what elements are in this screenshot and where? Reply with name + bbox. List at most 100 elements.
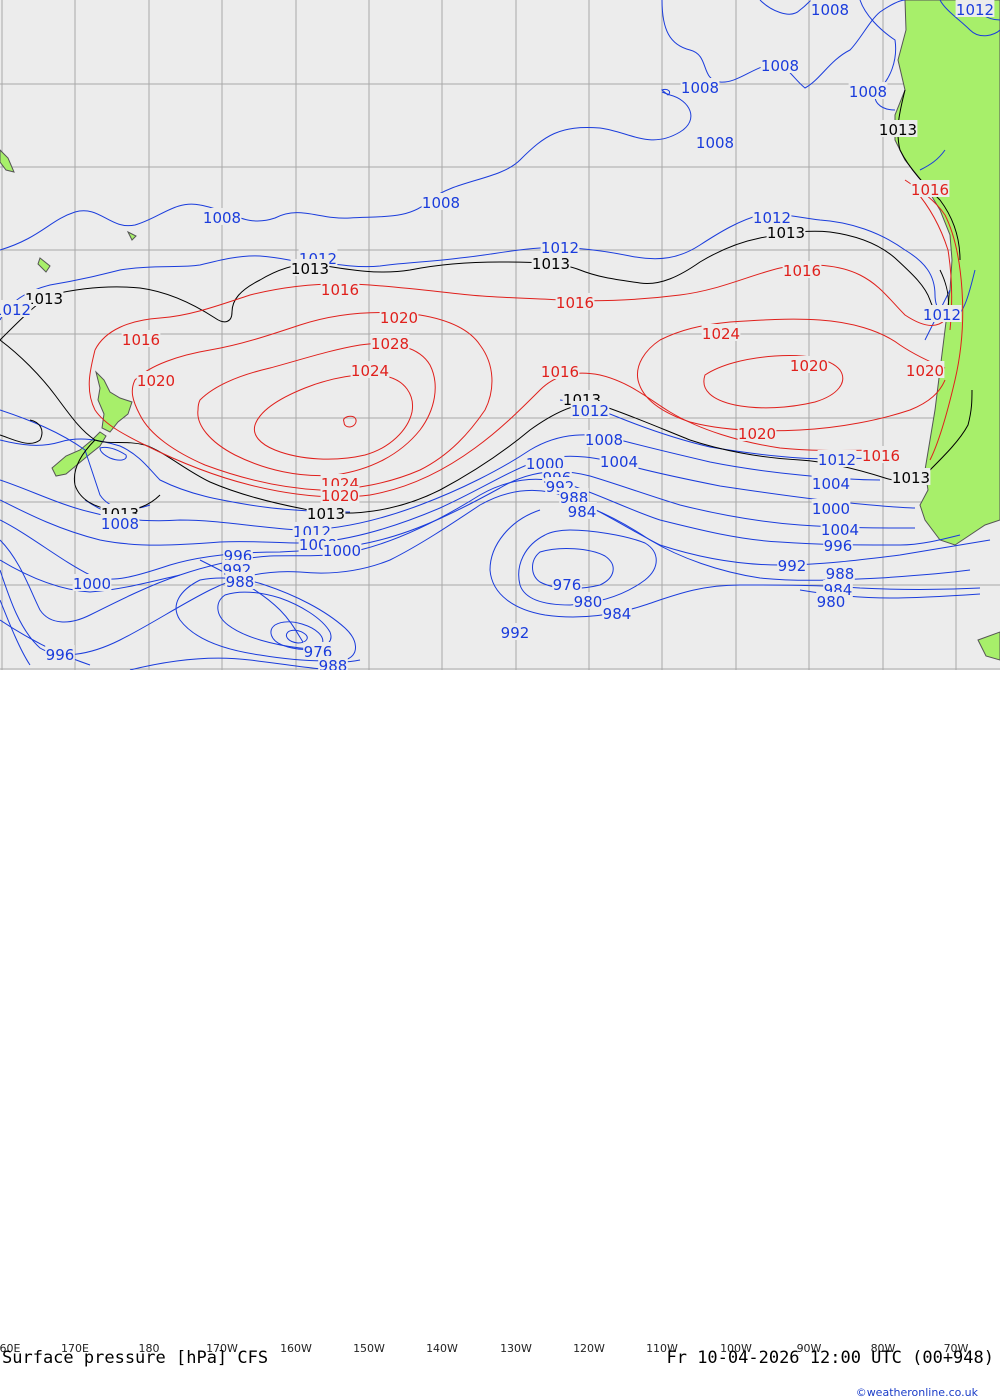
contour-label-bg: [290, 259, 330, 276]
contour-label: 1013: [892, 469, 930, 487]
contour-label-bg: [303, 642, 333, 659]
contour-label: 1008: [681, 79, 719, 97]
contour-label: 1008: [422, 194, 460, 212]
credit-link[interactable]: ©weatheronline.co.uk: [855, 1386, 978, 1399]
contour-label-bg: [421, 193, 461, 210]
contour-label: 1008: [811, 1, 849, 19]
contour-label: 1020: [790, 357, 828, 375]
contour-label-bg: [540, 238, 580, 255]
lon-tick-140w: 140W: [426, 1342, 458, 1355]
contour-label-bg: [322, 541, 362, 558]
lon-tick-150w: 150W: [353, 1342, 385, 1355]
contour-label-bg: [752, 208, 792, 225]
contour-label: 1008: [203, 209, 241, 227]
contour-label: 984: [568, 503, 597, 521]
contour-label-bg: [72, 574, 112, 591]
contour-label-bg: [525, 454, 565, 471]
contour-label: 1000: [812, 500, 850, 518]
lon-tick-120w: 120W: [573, 1342, 605, 1355]
contour-label-bg: [570, 401, 610, 418]
contour-label-bg: [905, 361, 945, 378]
contour-label: 1016: [862, 447, 900, 465]
contour-label: 1016: [556, 294, 594, 312]
contour-label: 1024: [351, 362, 389, 380]
lon-tick-130w: 130W: [500, 1342, 532, 1355]
valid-time: Fr 10-04-2026 12:00 UTC (00+948): [666, 1348, 994, 1368]
contour-label: 996: [824, 537, 853, 555]
contour-label-bg: [318, 656, 348, 670]
contour-label: 1016: [321, 281, 359, 299]
contour-label-bg: [766, 223, 806, 240]
contour-label-bg: [602, 604, 632, 621]
contour-label: 984: [603, 605, 632, 623]
contour-label-bg: [320, 280, 360, 297]
contour-label-bg: [559, 488, 589, 505]
contour-label-bg: [737, 424, 777, 441]
contour-label-bg: [379, 308, 419, 325]
contour-label: 988: [226, 573, 255, 591]
contour-label-bg: [811, 474, 851, 491]
contour-label-bg: [789, 356, 829, 373]
contour-label: 1016: [541, 363, 579, 381]
contour-label: 1012: [956, 1, 994, 19]
contour-label-bg: [891, 468, 931, 485]
contour-label-bg: [782, 261, 822, 278]
contour-label: 1004: [812, 475, 850, 493]
contour-label-bg: [45, 645, 75, 662]
contour-label: 1016: [122, 331, 160, 349]
contour-label-bg: [878, 120, 918, 137]
contour-label-bg: [823, 536, 853, 553]
contour-label-bg: [817, 450, 857, 467]
contour-label-bg: [500, 623, 530, 640]
contour-label: 1008: [101, 515, 139, 533]
contour-label: 1013: [25, 290, 63, 308]
contour-label: 1020: [137, 372, 175, 390]
contour-label-bg: [825, 564, 855, 581]
contour-label-bg: [531, 254, 571, 271]
contour-label: 1008: [849, 83, 887, 101]
contour-label: 1013: [767, 224, 805, 242]
contour-label-bg: [599, 452, 639, 469]
contour-label-bg: [680, 78, 720, 95]
contour-label: 1016: [783, 262, 821, 280]
contour-label-bg: [573, 592, 603, 609]
contour-label: 988: [826, 565, 855, 583]
new-zealand-north-island: [95, 370, 133, 433]
contour-label: 1000: [323, 542, 361, 560]
contour-label: 1016: [911, 181, 949, 199]
contour-label: 976: [553, 576, 582, 594]
contour-label-bg: [695, 133, 735, 150]
ocean-background: [0, 0, 1000, 670]
contour-label-bg: [100, 514, 140, 531]
contour-label-bg: [810, 0, 850, 17]
contour-label-bg: [136, 371, 176, 388]
contour-label: 1012: [818, 451, 856, 469]
contour-label-bg: [370, 334, 410, 351]
contour-label: 1008: [585, 431, 623, 449]
contour-label: 980: [817, 593, 846, 611]
contour-label: 1013: [532, 255, 570, 273]
contour-label-bg: [816, 592, 846, 609]
contour-label: 1012: [923, 306, 961, 324]
contour-label: 992: [778, 557, 807, 575]
contour-label: 1020: [738, 425, 776, 443]
contour-label-bg: [121, 330, 161, 347]
contour-label-bg: [955, 0, 995, 17]
contour-label: 1008: [761, 57, 799, 75]
pacific-islands: [0, 149, 1000, 661]
contour-label: 1012: [0, 301, 31, 319]
contour-label: 1004: [600, 453, 638, 471]
contour-label-bg: [760, 56, 800, 73]
contour-label: 1013: [291, 260, 329, 278]
contour-label-bg: [584, 430, 624, 447]
contour-label-bg: [540, 362, 580, 379]
contour-label: 996: [46, 646, 75, 664]
footer: 60E 170E 180 170W 160W 150W 140W 130W 120W 110W 10…: [0, 670, 1000, 1399]
contour-label-bg: [848, 82, 888, 99]
map-title: Surface pressure [hPa] CFS: [2, 1348, 269, 1368]
contour-label: 1020: [906, 362, 944, 380]
contour-label-bg: [861, 446, 901, 463]
contour-label: 1012: [571, 402, 609, 420]
